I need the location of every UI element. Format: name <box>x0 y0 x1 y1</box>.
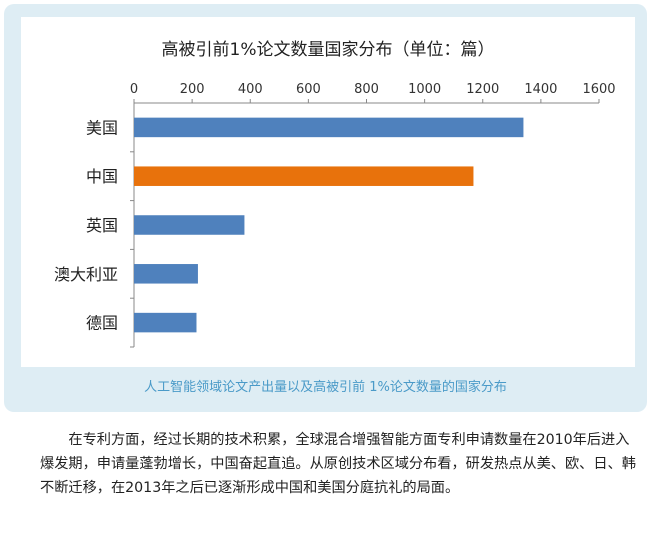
x-tick-label: 1200 <box>466 82 499 97</box>
bar-0 <box>134 117 524 138</box>
x-tick-label: 1600 <box>582 82 615 97</box>
chart-title: 高被引前1%论文数量国家分布（单位：篇） <box>161 40 495 60</box>
bar-3 <box>134 264 198 284</box>
figure-card: 0 200 400 600 800 1000 1200 1400 1600 美国中国英国澳大利亚德… <box>4 4 647 412</box>
article-body: 在专利方面，经过长期的技术积累，全球混合增强智能方面专利申请数量在2010年后进… <box>40 428 640 500</box>
x-tick-label: 1400 <box>524 82 557 97</box>
category-label: 英国 <box>86 216 118 235</box>
category-label: 德国 <box>86 314 118 333</box>
x-tick-label: 200 <box>180 82 205 97</box>
bar-4 <box>134 312 197 333</box>
category-label: 澳大利亚 <box>54 265 118 284</box>
x-tick-label: 400 <box>238 82 263 97</box>
category-label: 中国 <box>86 167 118 186</box>
bar-chart: 0 200 400 600 800 1000 1200 1400 1600 美国中国英国澳大利亚德… <box>54 82 616 348</box>
x-tick-label: 0 <box>130 82 138 97</box>
figure-caption: 人工智能领域论文产出量以及高被引前 1%论文数量的国家分布 <box>144 380 507 395</box>
article-paragraph: 在专利方面，经过长期的技术积累，全球混合增强智能方面专利申请数量在2010年后进… <box>40 432 636 496</box>
chart-area: 0 200 400 600 800 1000 1200 1400 1600 美国中国英国澳大利亚德… <box>21 17 635 367</box>
x-tick-label: 600 <box>296 82 321 97</box>
bar-2 <box>134 215 245 235</box>
x-tick-label: 800 <box>354 82 379 97</box>
category-label: 美国 <box>86 118 118 137</box>
x-tick-label: 1000 <box>408 82 441 97</box>
bar-1 <box>134 166 474 186</box>
